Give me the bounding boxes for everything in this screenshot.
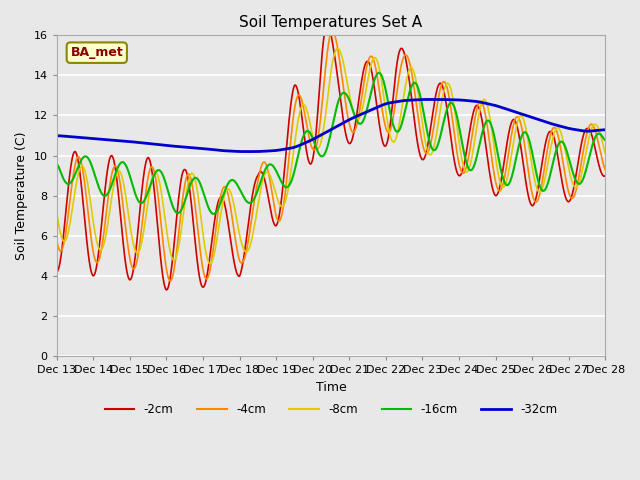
-4cm [118, 190, 125, 196]
-2cm [118, 223, 125, 229]
-2cm [602, 173, 609, 179]
-32cm [118, 138, 125, 144]
-2cm [53, 269, 61, 275]
-32cm [307, 137, 315, 143]
-4cm [602, 167, 609, 173]
-4cm [366, 55, 374, 60]
-2cm [323, 22, 331, 27]
-4cm [53, 237, 61, 243]
-8cm [118, 172, 125, 178]
-4cm [166, 278, 174, 284]
-2cm [286, 110, 294, 116]
-16cm [298, 140, 305, 146]
-16cm [286, 181, 294, 187]
-4cm [298, 96, 305, 101]
Y-axis label: Soil Temperature (C): Soil Temperature (C) [15, 132, 28, 260]
Line: -2cm: -2cm [57, 24, 605, 290]
-2cm [307, 161, 315, 167]
-16cm [602, 137, 609, 143]
-8cm [53, 209, 61, 215]
-8cm [95, 246, 103, 252]
-16cm [209, 211, 217, 217]
Line: -4cm: -4cm [57, 31, 605, 281]
Line: -32cm: -32cm [57, 99, 605, 152]
-2cm [163, 287, 170, 293]
-32cm [428, 96, 436, 102]
-32cm [245, 149, 253, 155]
Title: Soil Temperatures Set A: Soil Temperatures Set A [239, 15, 422, 30]
-4cm [328, 28, 336, 34]
-16cm [307, 132, 315, 138]
-2cm [298, 109, 305, 115]
-16cm [95, 185, 103, 191]
-8cm [307, 126, 315, 132]
-32cm [53, 133, 61, 139]
-32cm [95, 136, 103, 142]
X-axis label: Time: Time [316, 381, 346, 394]
-8cm [286, 176, 294, 181]
-8cm [334, 46, 342, 51]
-32cm [602, 127, 609, 132]
-2cm [366, 61, 374, 67]
-16cm [375, 70, 383, 76]
-32cm [365, 108, 373, 114]
-16cm [53, 162, 61, 168]
-8cm [206, 261, 214, 267]
Legend: -2cm, -4cm, -8cm, -16cm, -32cm: -2cm, -4cm, -8cm, -16cm, -32cm [100, 398, 562, 420]
-8cm [366, 68, 374, 73]
-4cm [307, 143, 315, 148]
-8cm [602, 151, 609, 156]
Text: BA_met: BA_met [70, 46, 123, 59]
-32cm [286, 145, 294, 151]
-8cm [298, 105, 305, 110]
-2cm [95, 245, 103, 251]
-4cm [286, 145, 294, 151]
Line: -8cm: -8cm [57, 48, 605, 264]
-32cm [298, 142, 305, 147]
Line: -16cm: -16cm [57, 73, 605, 214]
-16cm [118, 159, 125, 165]
-4cm [95, 257, 103, 263]
-16cm [365, 97, 373, 103]
